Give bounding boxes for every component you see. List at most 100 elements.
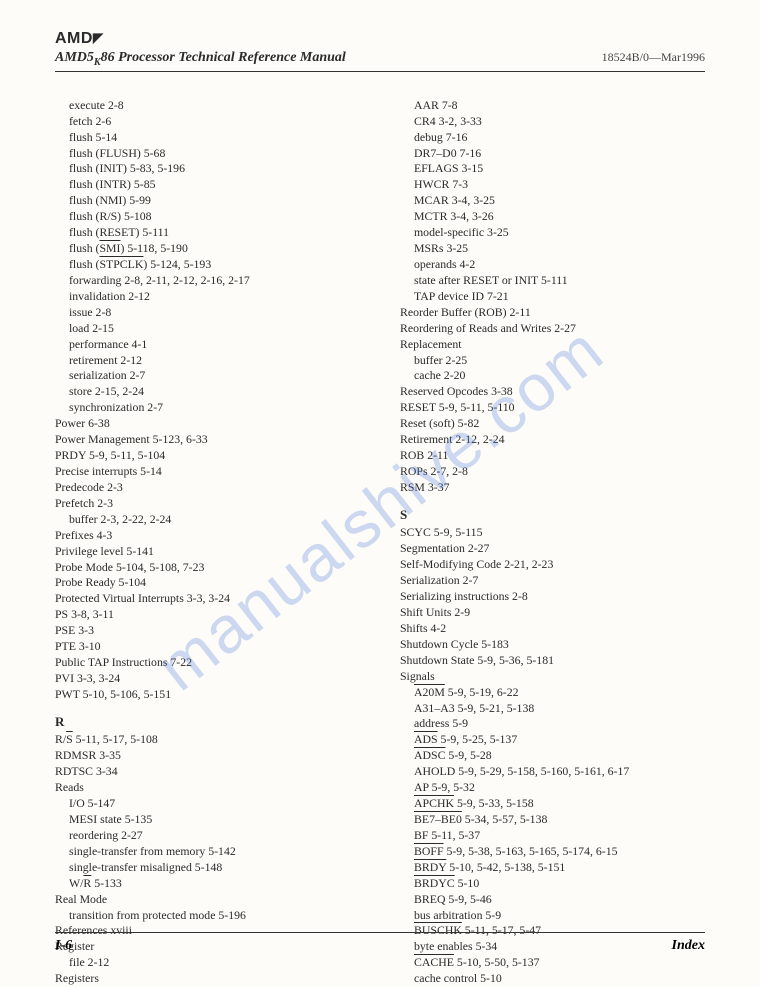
index-entry: state after RESET or INIT 5-111 [400, 273, 705, 289]
index-entry: A20M 5-9, 5-19, 6-22 [400, 685, 705, 701]
index-entry: PWT 5-10, 5-106, 5-151 [55, 687, 360, 703]
index-section-header: R [55, 713, 360, 731]
overline-signal: BOFF [414, 844, 444, 858]
overline-signal: CACHE [414, 955, 454, 969]
index-entry: flush 5-14 [55, 130, 360, 146]
index-entry: flush (SMI) 5-118, 5-190 [55, 241, 360, 257]
index-entry: cache control 5-10 [400, 971, 705, 987]
index-entry: serialization 2-7 [55, 368, 360, 384]
index-entry: A31–A3 5-9, 5-21, 5-138 [400, 701, 705, 717]
index-entry: load 2-15 [55, 321, 360, 337]
index-entry: Registers [55, 971, 360, 987]
index-entry: Privilege level 5-141 [55, 544, 360, 560]
index-entry: Prefixes 4-3 [55, 528, 360, 544]
overline-signal: R [83, 876, 91, 890]
index-column-right: AAR 7-8CR4 3-2, 3-33debug 7-16DR7–D0 7-1… [400, 98, 705, 987]
index-entry: Probe Ready 5-104 [55, 575, 360, 591]
index-entry: AP 5-9, 5-32 [400, 780, 705, 796]
doc-number: 18524B/0—Mar1996 [602, 50, 705, 65]
index-entry: Reserved Opcodes 3-38 [400, 384, 705, 400]
index-entry: Reset (soft) 5-82 [400, 416, 705, 432]
index-entry: fetch 2-6 [55, 114, 360, 130]
index-entry: flush (RESET) 5-111 [55, 225, 360, 241]
overline-signal: STPCLK [99, 257, 143, 271]
index-entry: synchronization 2-7 [55, 400, 360, 416]
index-entry: TAP device ID 7-21 [400, 289, 705, 305]
index-entry: Public TAP Instructions 7-22 [55, 655, 360, 671]
index-entry: BRDYC 5-10 [400, 876, 705, 892]
index-entry: PRDY 5-9, 5-11, 5-104 [55, 448, 360, 464]
index-entry: RDTSC 3-34 [55, 764, 360, 780]
index-entry: W/R 5-133 [55, 876, 360, 892]
document-page: manualshive.com AMD◤ AMD5K86 Processor T… [0, 0, 760, 976]
index-entry: bus arbitration 5-9 [400, 908, 705, 924]
index-entry: I/O 5-147 [55, 796, 360, 812]
index-entry: R/S 5-11, 5-17, 5-108 [55, 732, 360, 748]
index-entry: Probe Mode 5-104, 5-108, 7-23 [55, 560, 360, 576]
index-entry: address 5-9 [400, 716, 705, 732]
index-entry: RDMSR 3-35 [55, 748, 360, 764]
index-entry: Predecode 2-3 [55, 480, 360, 496]
index-entry: MCTR 3-4, 3-26 [400, 209, 705, 225]
index-section-header: S [400, 506, 705, 524]
index-entry: Precise interrupts 5-14 [55, 464, 360, 480]
footer-page-number: I-6 [55, 938, 72, 954]
overline-signal: APCHK [414, 796, 454, 810]
index-entry: Prefetch 2-3 [55, 496, 360, 512]
index-entry: forwarding 2-8, 2-11, 2-12, 2-16, 2-17 [55, 273, 360, 289]
overline-signal: SMI [99, 241, 120, 255]
index-entry: PTE 3-10 [55, 639, 360, 655]
index-entry: invalidation 2-12 [55, 289, 360, 305]
index-entry: operands 4-2 [400, 257, 705, 273]
index-entry: BREQ 5-9, 5-46 [400, 892, 705, 908]
title-sub: K [94, 57, 101, 68]
overline-signal: ADS [414, 732, 438, 746]
page-footer: I-6 Index [55, 932, 705, 954]
index-entry: EFLAGS 3-15 [400, 161, 705, 177]
index-entry: retirement 2-12 [55, 353, 360, 369]
index-entry: execute 2-8 [55, 98, 360, 114]
index-entry: RESET 5-9, 5-11, 5-110 [400, 400, 705, 416]
index-entry: Power Management 5-123, 6-33 [55, 432, 360, 448]
index-entry: model-specific 3-25 [400, 225, 705, 241]
index-entry: Protected Virtual Interrupts 3-3, 3-24 [55, 591, 360, 607]
index-entry: single-transfer from memory 5-142 [55, 844, 360, 860]
overline-signal: S [66, 732, 73, 746]
index-entry: AAR 7-8 [400, 98, 705, 114]
index-entry: Serializing instructions 2-8 [400, 589, 705, 605]
overline-signal: ADSC [414, 748, 445, 762]
index-entry: MCAR 3-4, 3-25 [400, 193, 705, 209]
index-entry: APCHK 5-9, 5-33, 5-158 [400, 796, 705, 812]
index-entry: Signals [400, 669, 705, 685]
index-entry: buffer 2-3, 2-22, 2-24 [55, 512, 360, 528]
index-entry: performance 4-1 [55, 337, 360, 353]
index-entry: PSE 3-3 [55, 623, 360, 639]
logo-arrow-icon: ◤ [93, 30, 104, 46]
overline-signal: A20M [414, 685, 445, 699]
title-post: 86 Processor Technical Reference Manual [101, 50, 346, 65]
index-entry: buffer 2-25 [400, 353, 705, 369]
logo: AMD◤ [55, 30, 705, 48]
title-pre: AMD5 [55, 50, 94, 65]
index-column-left: execute 2-8fetch 2-6flush 5-14flush (FLU… [55, 98, 360, 987]
footer-section: Index [672, 938, 705, 954]
index-entry: debug 7-16 [400, 130, 705, 146]
index-entry: PS 3-8, 3-11 [55, 607, 360, 623]
index-entry: file 2-12 [55, 955, 360, 971]
index-entry: issue 2-8 [55, 305, 360, 321]
index-entry: Retirement 2-12, 2-24 [400, 432, 705, 448]
index-entry: Reordering of Reads and Writes 2-27 [400, 321, 705, 337]
overline-signal: BE7–BE0 [414, 812, 462, 826]
index-entry: BOFF 5-9, 5-38, 5-163, 5-165, 5-174, 6-1… [400, 844, 705, 860]
index-entry: flush (INTR) 5-85 [55, 177, 360, 193]
index-entry: MSRs 3-25 [400, 241, 705, 257]
index-columns: execute 2-8fetch 2-6flush 5-14flush (FLU… [55, 98, 705, 987]
index-entry: DR7–D0 7-16 [400, 146, 705, 162]
index-entry: CACHE 5-10, 5-50, 5-137 [400, 955, 705, 971]
index-entry: Shutdown State 5-9, 5-36, 5-181 [400, 653, 705, 669]
index-entry: transition from protected mode 5-196 [55, 908, 360, 924]
index-entry: Serialization 2-7 [400, 573, 705, 589]
index-entry: CR4 3-2, 3-33 [400, 114, 705, 130]
index-entry: cache 2-20 [400, 368, 705, 384]
index-entry: BF 5-11, 5-37 [400, 828, 705, 844]
